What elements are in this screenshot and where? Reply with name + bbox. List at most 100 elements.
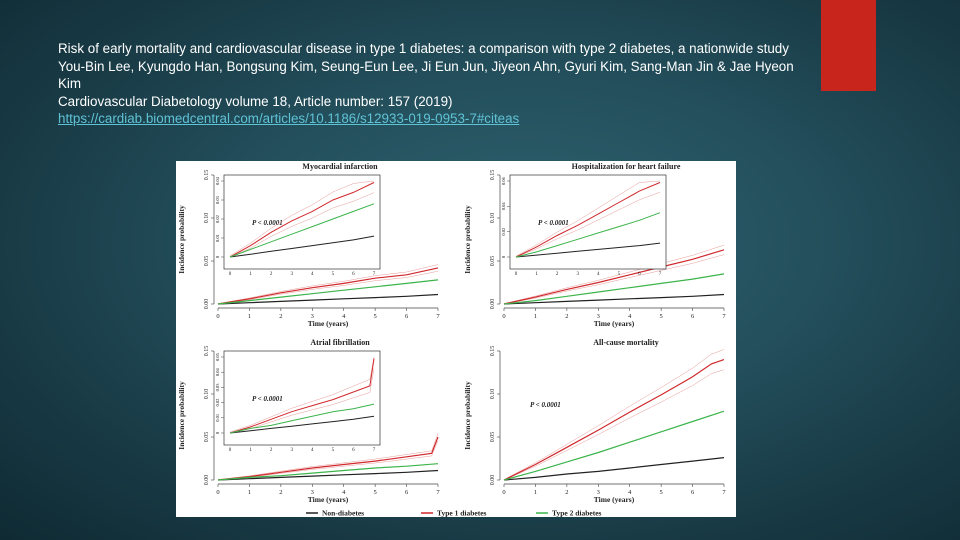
series-line [217,267,439,305]
inset-y-tick-label: 0.04 [215,176,220,185]
y-tick-label: 0.00 [204,299,210,310]
inset-series-line [229,235,375,258]
inset-x-tick-label: 6 [352,272,355,277]
inset-chart: 0 0.02 0.04 0.06 0 1 2 3 4 5 6 7 P < 0.0001 [501,174,667,277]
y-tick-label: 0.00 [490,299,496,310]
inset-x-tick-label: 2 [556,272,559,277]
ci-lower [503,254,725,305]
inset-series-line [515,212,661,258]
inset-ci-lower [229,192,375,258]
inset-frame [223,350,381,446]
y-tick-label: 0.10 [490,389,496,400]
x-tick-label: 1 [248,489,251,496]
x-tick-label: 6 [405,489,409,496]
x-tick-label: 3 [311,489,314,496]
inset-series-line [229,415,375,434]
inset-x-tick-label: 5 [618,272,621,277]
inset-y-tick-label: 0.02 [501,228,506,236]
x-tick-label: 7 [722,489,726,496]
series-line [503,273,725,305]
paper-authors: You-Bin Lee, Kyungdo Han, Bongsung Kim, … [58,58,794,92]
inset-series-line [515,242,661,258]
series-line [503,410,725,481]
y-tick-label: 0.05 [204,256,210,267]
inset-series-line [515,182,661,258]
inset-x-tick-label: 5 [332,448,335,453]
chart-panel-3: All-cause mortality 0.00 0.05 0.10 0.15 0 1 2 3 4… [463,338,726,504]
x-tick-label: 1 [248,313,251,320]
y-tick-label: 0.00 [490,475,496,486]
series-line [503,293,725,305]
y-axis-label: Incidence probability [463,205,472,274]
inset-x-tick-label: 6 [638,272,641,277]
chart-title: Atrial fibrillation [310,338,370,347]
inset-y-tick-label: 0.04 [215,368,220,377]
inset-series-line [229,358,375,434]
inset-x-tick-label: 2 [270,448,273,453]
inset-series-line [229,182,375,258]
series-line [217,469,439,481]
ci-upper [217,433,439,480]
ci-lower [503,369,725,481]
x-tick-label: 4 [342,489,346,496]
inset-y-tick-label: 0 [215,431,220,434]
figure-svg: Myocardial infarction 0.00 0.05 0.10 0.15 0 1 2… [177,162,726,517]
series-line [217,279,439,305]
y-tick-label: 0.05 [490,432,496,443]
x-tick-label: 3 [311,313,314,320]
inset-y-tick-label: 0.03 [215,195,220,204]
y-tick-label: 0.15 [490,346,496,357]
inset-x-tick-label: 3 [290,448,293,453]
ci-upper [503,244,725,304]
x-tick-label: 3 [597,313,600,320]
inset-x-tick-label: 6 [352,448,355,453]
x-tick-label: 6 [405,313,409,320]
inset-x-tick-label: 3 [290,272,293,277]
inset-x-tick-label: 3 [576,272,579,277]
y-axis-label: Incidence probability [177,381,186,450]
chart-title: All-cause mortality [593,338,659,347]
x-tick-label: 1 [534,489,537,496]
inset-ci-upper [229,356,375,433]
inset-x-tick-label: 1 [249,272,252,277]
x-axis-label: Time (years) [594,319,635,328]
chart-title: Myocardial infarction [302,162,378,171]
x-tick-label: 1 [534,313,537,320]
x-tick-label: 7 [436,489,440,496]
chart-panel-0: Myocardial infarction 0.00 0.05 0.10 0.15 0 1 2… [177,162,440,328]
inset-x-tick-label: 7 [659,272,662,277]
inset-y-tick-label: 0.06 [501,176,506,185]
inset-x-tick-label: 0 [229,448,232,453]
y-tick-label: 0.10 [204,213,210,224]
inset-y-tick-label: 0.05 [215,352,220,361]
accent-bar [821,0,876,91]
ci-lower [217,270,439,305]
x-tick-label: 3 [597,489,600,496]
x-tick-label: 7 [436,313,440,320]
y-tick-label: 0.10 [204,389,210,400]
inset-ci-upper [229,180,375,257]
y-axis-label: Incidence probability [177,205,186,274]
p-value-annotation: P < 0.0001 [252,395,283,403]
inset-y-tick-label: 0.02 [215,399,220,407]
x-axis-label: Time (years) [308,495,349,504]
x-tick-label: 2 [279,489,282,496]
inset-x-tick-label: 5 [332,272,335,277]
legend: Non-diabetes Type 1 diabetes Type 2 diabet… [306,509,602,517]
series-line [503,457,725,481]
series-line [217,436,439,481]
inset-ci-upper [515,180,661,257]
chart-panel-2: Atrial fibrillation 0.00 0.05 0.10 0.15 0 1 2 3 4… [177,338,440,504]
citation-block: Risk of early mortality and cardiovascul… [58,40,808,128]
x-tick-label: 5 [660,313,663,320]
x-tick-label: 2 [565,313,568,320]
chart-title: Hospitalization for heart failure [572,162,681,171]
y-tick-label: 0.05 [490,256,496,267]
inset-y-tick-label: 0.03 [215,383,220,392]
x-tick-label: 5 [374,489,377,496]
paper-link[interactable]: https://cardiab.biomedcentral.com/articl… [58,111,520,126]
x-tick-label: 2 [279,313,282,320]
ci-lower [217,440,439,481]
inset-x-tick-label: 7 [373,272,376,277]
